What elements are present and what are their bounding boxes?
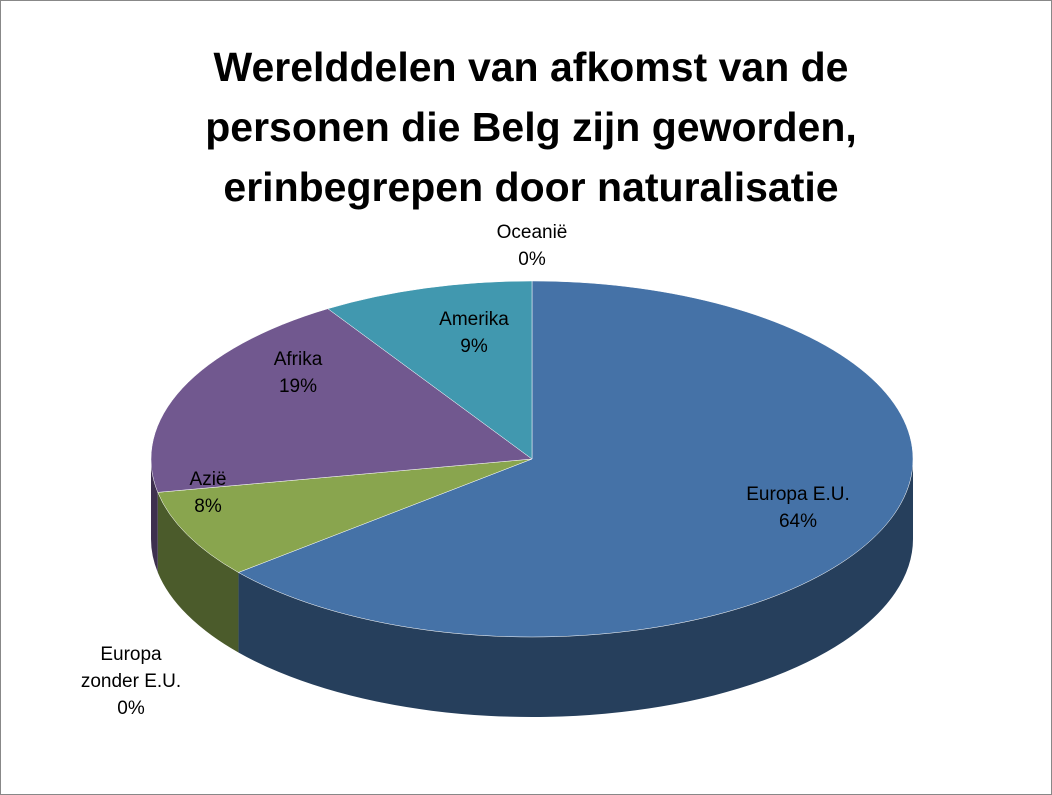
label-name: Azië bbox=[189, 469, 227, 490]
data-label: Amerika 9% bbox=[399, 306, 549, 360]
data-label: Europa zonder E.U. 0% bbox=[56, 641, 206, 722]
label-value: 64% bbox=[778, 511, 818, 532]
label-value: 8% bbox=[194, 496, 222, 517]
data-label: Afrika 19% bbox=[223, 346, 373, 400]
slice-side bbox=[238, 459, 913, 718]
slice-side bbox=[151, 459, 158, 573]
label-value: 0% bbox=[518, 249, 546, 270]
slice bbox=[150, 308, 533, 493]
data-label: Europa E.U. 64% bbox=[723, 481, 873, 535]
slice bbox=[237, 280, 914, 638]
label-value: 0% bbox=[117, 698, 145, 719]
slice bbox=[327, 280, 533, 460]
slice bbox=[157, 458, 533, 573]
label-name: Oceanië bbox=[496, 222, 568, 243]
chart-title: Werelddelen van afkomst van de personen … bbox=[205, 44, 857, 210]
data-label: Azië 8% bbox=[133, 466, 283, 520]
label-name: Europa E.U. bbox=[746, 484, 850, 505]
label-name: Amerika bbox=[439, 309, 509, 330]
label-value: 19% bbox=[278, 376, 318, 397]
label-name: Afrika bbox=[273, 349, 323, 370]
data-label: Oceanië 0% bbox=[457, 219, 607, 273]
label-name: Europa zonder E.U. bbox=[80, 644, 182, 692]
label-value: 9% bbox=[460, 336, 488, 357]
slice-side bbox=[157, 492, 239, 653]
